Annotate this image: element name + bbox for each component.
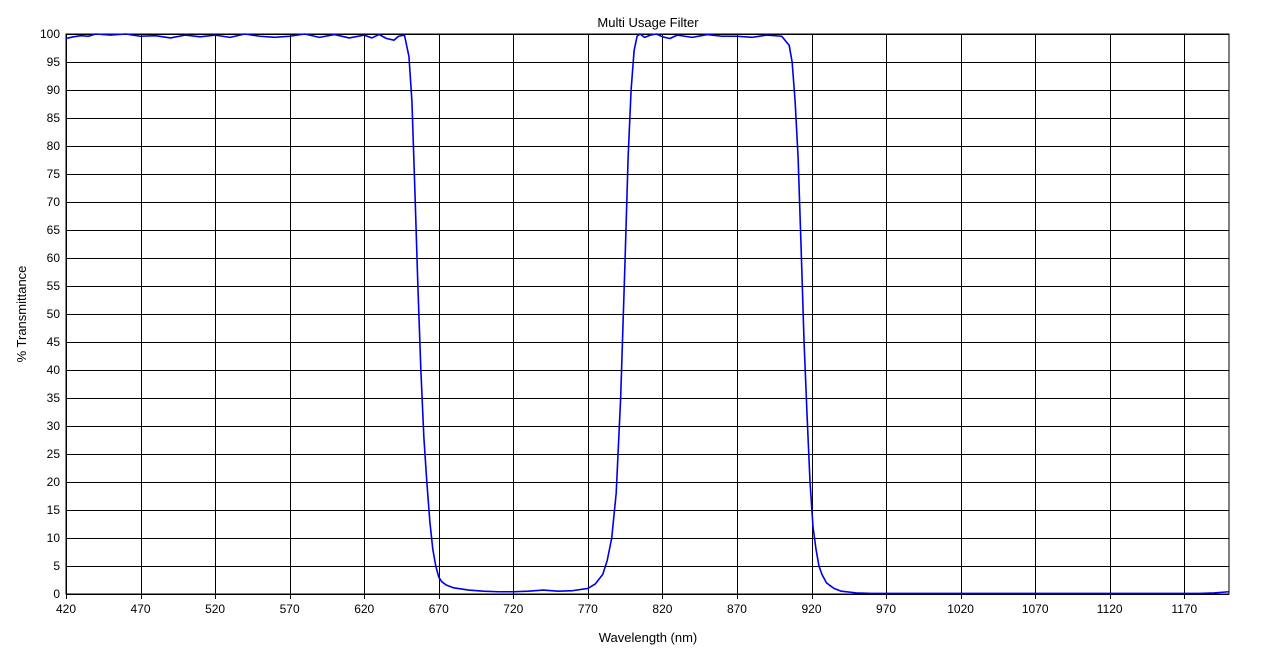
- y-tick-label: 10: [47, 531, 61, 545]
- x-tick-label: 620: [354, 602, 374, 616]
- x-tick-label: 520: [205, 602, 225, 616]
- x-tick-label: 720: [503, 602, 523, 616]
- x-tick-label: 1120: [1097, 602, 1123, 616]
- x-tick-label: 920: [801, 602, 821, 616]
- x-tick-label: 1020: [947, 602, 974, 616]
- y-tick-label: 60: [47, 251, 61, 265]
- x-axis-ticks: 420 470 520 570 620 670 720 770 820 870 920 970 1020…: [56, 602, 1198, 616]
- y-tick-label: 5: [53, 559, 60, 573]
- series-line-transmittance: [65, 33, 1230, 595]
- x-tick-label: 420: [56, 602, 76, 616]
- y-tick-label: 20: [47, 475, 61, 489]
- y-tick-label: 30: [47, 419, 61, 433]
- x-tick-label: 570: [280, 602, 300, 616]
- y-tick-label: 15: [47, 503, 61, 517]
- y-axis-ticks: 0 5 10 15 20 25 30 35 40 45 50 55 60 65 70 75 80 85 90 95 10…: [40, 27, 60, 601]
- y-tick-label: 75: [47, 167, 61, 181]
- y-tick-label: 0: [53, 587, 60, 601]
- y-tick-label: 45: [47, 335, 61, 349]
- y-tick-label: 85: [47, 111, 61, 125]
- grid-layer: [66, 34, 1229, 599]
- x-axis-label: Wavelength (nm): [599, 630, 698, 645]
- y-tick-label: 40: [47, 363, 61, 377]
- x-tick-label: 870: [727, 602, 747, 616]
- y-tick-label: 35: [47, 391, 61, 405]
- y-tick-label: 80: [47, 139, 61, 153]
- y-axis-label: % Transmittance: [14, 266, 29, 363]
- y-tick-label: 50: [47, 307, 61, 321]
- x-tick-label: 770: [578, 602, 598, 616]
- y-tick-label: 65: [47, 223, 61, 237]
- y-tick-label: 70: [47, 195, 61, 209]
- x-tick-label: 1170: [1171, 602, 1197, 616]
- y-tick-label: 100: [40, 27, 60, 41]
- chart-title: Multi Usage Filter: [597, 15, 699, 30]
- x-tick-label: 970: [876, 602, 896, 616]
- y-tick-label: 95: [47, 55, 61, 69]
- plot-frame: [65, 33, 1230, 595]
- y-tick-label: 55: [47, 279, 61, 293]
- x-tick-label: 820: [652, 602, 672, 616]
- x-tick-label: 470: [131, 602, 151, 616]
- y-tick-label: 25: [47, 447, 61, 461]
- x-tick-label: 1070: [1022, 602, 1049, 616]
- y-tick-label: 90: [47, 83, 61, 97]
- x-tick-label: 670: [429, 602, 449, 616]
